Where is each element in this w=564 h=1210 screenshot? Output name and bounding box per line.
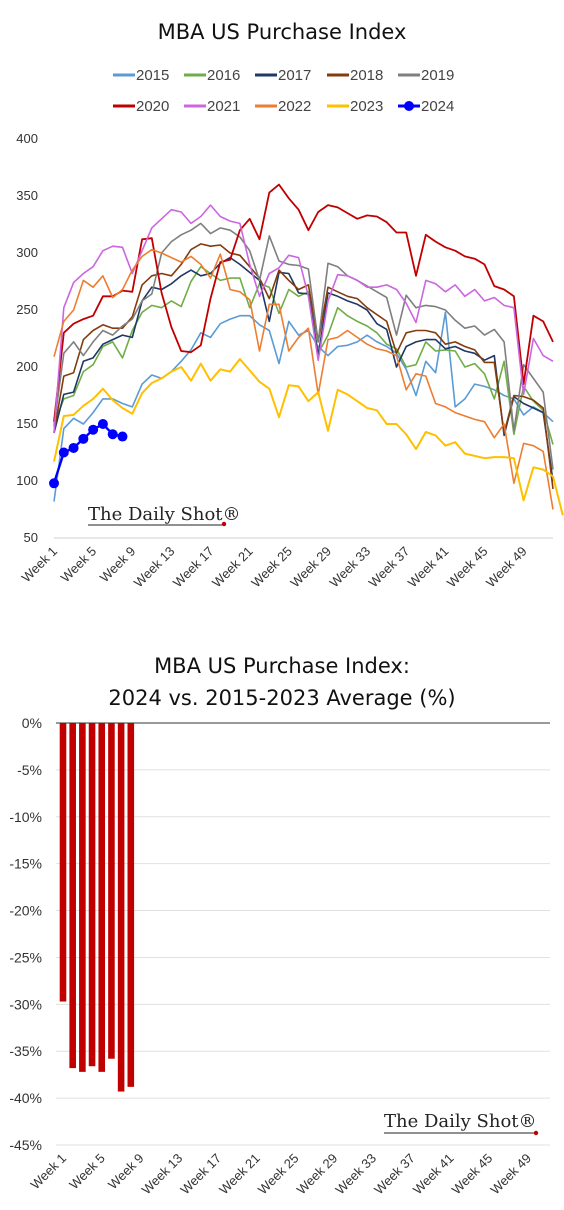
series-line-2017 bbox=[53, 256, 554, 482]
bar bbox=[79, 723, 86, 1072]
line-chart-title: MBA US Purchase Index bbox=[157, 20, 407, 44]
x-tick-label: Week 41 bbox=[410, 1151, 457, 1198]
x-tick-label: Week 29 bbox=[287, 544, 334, 591]
legend-label: 2015 bbox=[136, 67, 169, 84]
y-tick-label: 50 bbox=[24, 530, 38, 545]
bar bbox=[69, 723, 76, 1069]
series-line-2020 bbox=[53, 183, 554, 422]
y-tick-label: -40% bbox=[9, 1090, 42, 1106]
x-tick-label: Week 37 bbox=[371, 1151, 418, 1198]
y-tick-label: 350 bbox=[16, 188, 38, 203]
x-tick-label: Week 33 bbox=[332, 1151, 379, 1198]
bar bbox=[98, 723, 106, 1072]
legend-label: 2016 bbox=[207, 67, 240, 84]
x-tick-label: Week 13 bbox=[139, 1151, 186, 1198]
series-point-2024 bbox=[58, 447, 69, 458]
x-tick-label: Week 5 bbox=[66, 1151, 108, 1193]
legend-marker bbox=[404, 101, 414, 111]
x-tick-label: Week 13 bbox=[131, 544, 178, 591]
bar bbox=[108, 723, 115, 1059]
bar bbox=[59, 723, 67, 1002]
watermark-logo: The Daily Shot® bbox=[88, 504, 241, 525]
y-tick-label: -25% bbox=[9, 949, 42, 965]
y-tick-label: -45% bbox=[9, 1137, 42, 1153]
series-line-2021 bbox=[53, 204, 554, 434]
y-tick-label: 250 bbox=[16, 302, 38, 317]
x-tick-label: Week 25 bbox=[255, 1151, 302, 1198]
watermark-dot bbox=[221, 521, 227, 527]
y-tick-label: -5% bbox=[17, 762, 42, 778]
x-tick-label: Week 25 bbox=[248, 544, 295, 591]
legend-label: 2020 bbox=[136, 98, 169, 115]
purchase-index-line-chart: MBA US Purchase Index 2015 2016 2017 2018 20… bbox=[0, 0, 564, 600]
y-tick-label: 200 bbox=[16, 359, 38, 374]
y-tick-label: 150 bbox=[16, 416, 38, 431]
legend-label: 2021 bbox=[207, 98, 240, 115]
x-tick-label: Week 37 bbox=[366, 544, 413, 591]
bar-chart-title-line2: 2024 vs. 2015-2023 Average (%) bbox=[108, 686, 456, 710]
y-tick-label: 400 bbox=[16, 131, 38, 146]
x-tick-label: Week 49 bbox=[483, 544, 530, 591]
legend-label: 2023 bbox=[350, 98, 383, 115]
series-point-2024 bbox=[88, 424, 99, 435]
bar-chart-title-line1: MBA US Purchase Index: bbox=[154, 654, 410, 678]
vs-average-bar-chart: MBA US Purchase Index: 2024 vs. 2015-202… bbox=[0, 640, 564, 1210]
legend-label: 2018 bbox=[350, 67, 383, 84]
bar bbox=[127, 723, 135, 1087]
y-tick-label: -35% bbox=[9, 1043, 42, 1059]
series-line-2018 bbox=[53, 243, 554, 490]
bar bbox=[117, 723, 125, 1092]
x-tick-label: Week 45 bbox=[449, 1151, 496, 1198]
x-tick-label: Week 17 bbox=[170, 544, 217, 591]
watermark-dot bbox=[533, 1130, 539, 1136]
series-point-2024 bbox=[107, 429, 118, 440]
bar-chart-svg: 0%-5%-10%-15%-20%-25%-30%-35%-40%-45%Wee… bbox=[9, 715, 550, 1198]
y-tick-label: -20% bbox=[9, 903, 42, 919]
x-tick-label: Week 29 bbox=[294, 1151, 341, 1198]
y-tick-label: -30% bbox=[9, 996, 42, 1012]
watermark-logo: The Daily Shot® bbox=[384, 1111, 537, 1132]
line-chart-svg: 2015 2016 2017 2018 2019 2020 2021 2022 2023 2024… bbox=[16, 67, 564, 591]
x-tick-label: Week 1 bbox=[28, 1151, 70, 1193]
x-tick-label: Week 21 bbox=[216, 1151, 263, 1198]
legend-label: 2022 bbox=[278, 98, 311, 115]
series-point-2024 bbox=[97, 419, 108, 429]
legend-label: 2017 bbox=[278, 67, 311, 84]
series-point-2024 bbox=[68, 442, 79, 453]
y-tick-label: 0% bbox=[22, 715, 42, 731]
x-tick-label: Week 5 bbox=[58, 544, 100, 586]
y-tick-label: -15% bbox=[9, 856, 42, 872]
bar bbox=[88, 723, 96, 1067]
x-tick-label: Week 33 bbox=[326, 544, 373, 591]
series-line-2019 bbox=[53, 222, 554, 470]
y-tick-label: 100 bbox=[16, 473, 38, 488]
series-point-2024 bbox=[78, 433, 89, 444]
series-line-2022 bbox=[53, 248, 554, 510]
y-tick-label: -10% bbox=[9, 809, 42, 825]
series-point-2024 bbox=[117, 431, 128, 442]
legend-label: 2024 bbox=[421, 98, 454, 115]
x-tick-label: Week 45 bbox=[444, 544, 491, 591]
series-line-2023 bbox=[53, 358, 564, 516]
x-tick-label: Week 21 bbox=[209, 544, 256, 591]
x-tick-label: Week 17 bbox=[177, 1151, 224, 1198]
series-point-2024 bbox=[49, 478, 59, 489]
x-tick-label: Week 41 bbox=[405, 544, 452, 591]
legend-label: 2019 bbox=[421, 67, 454, 84]
x-tick-label: Week 49 bbox=[487, 1151, 534, 1198]
y-tick-label: 300 bbox=[16, 245, 38, 260]
x-tick-label: Week 1 bbox=[19, 544, 61, 586]
